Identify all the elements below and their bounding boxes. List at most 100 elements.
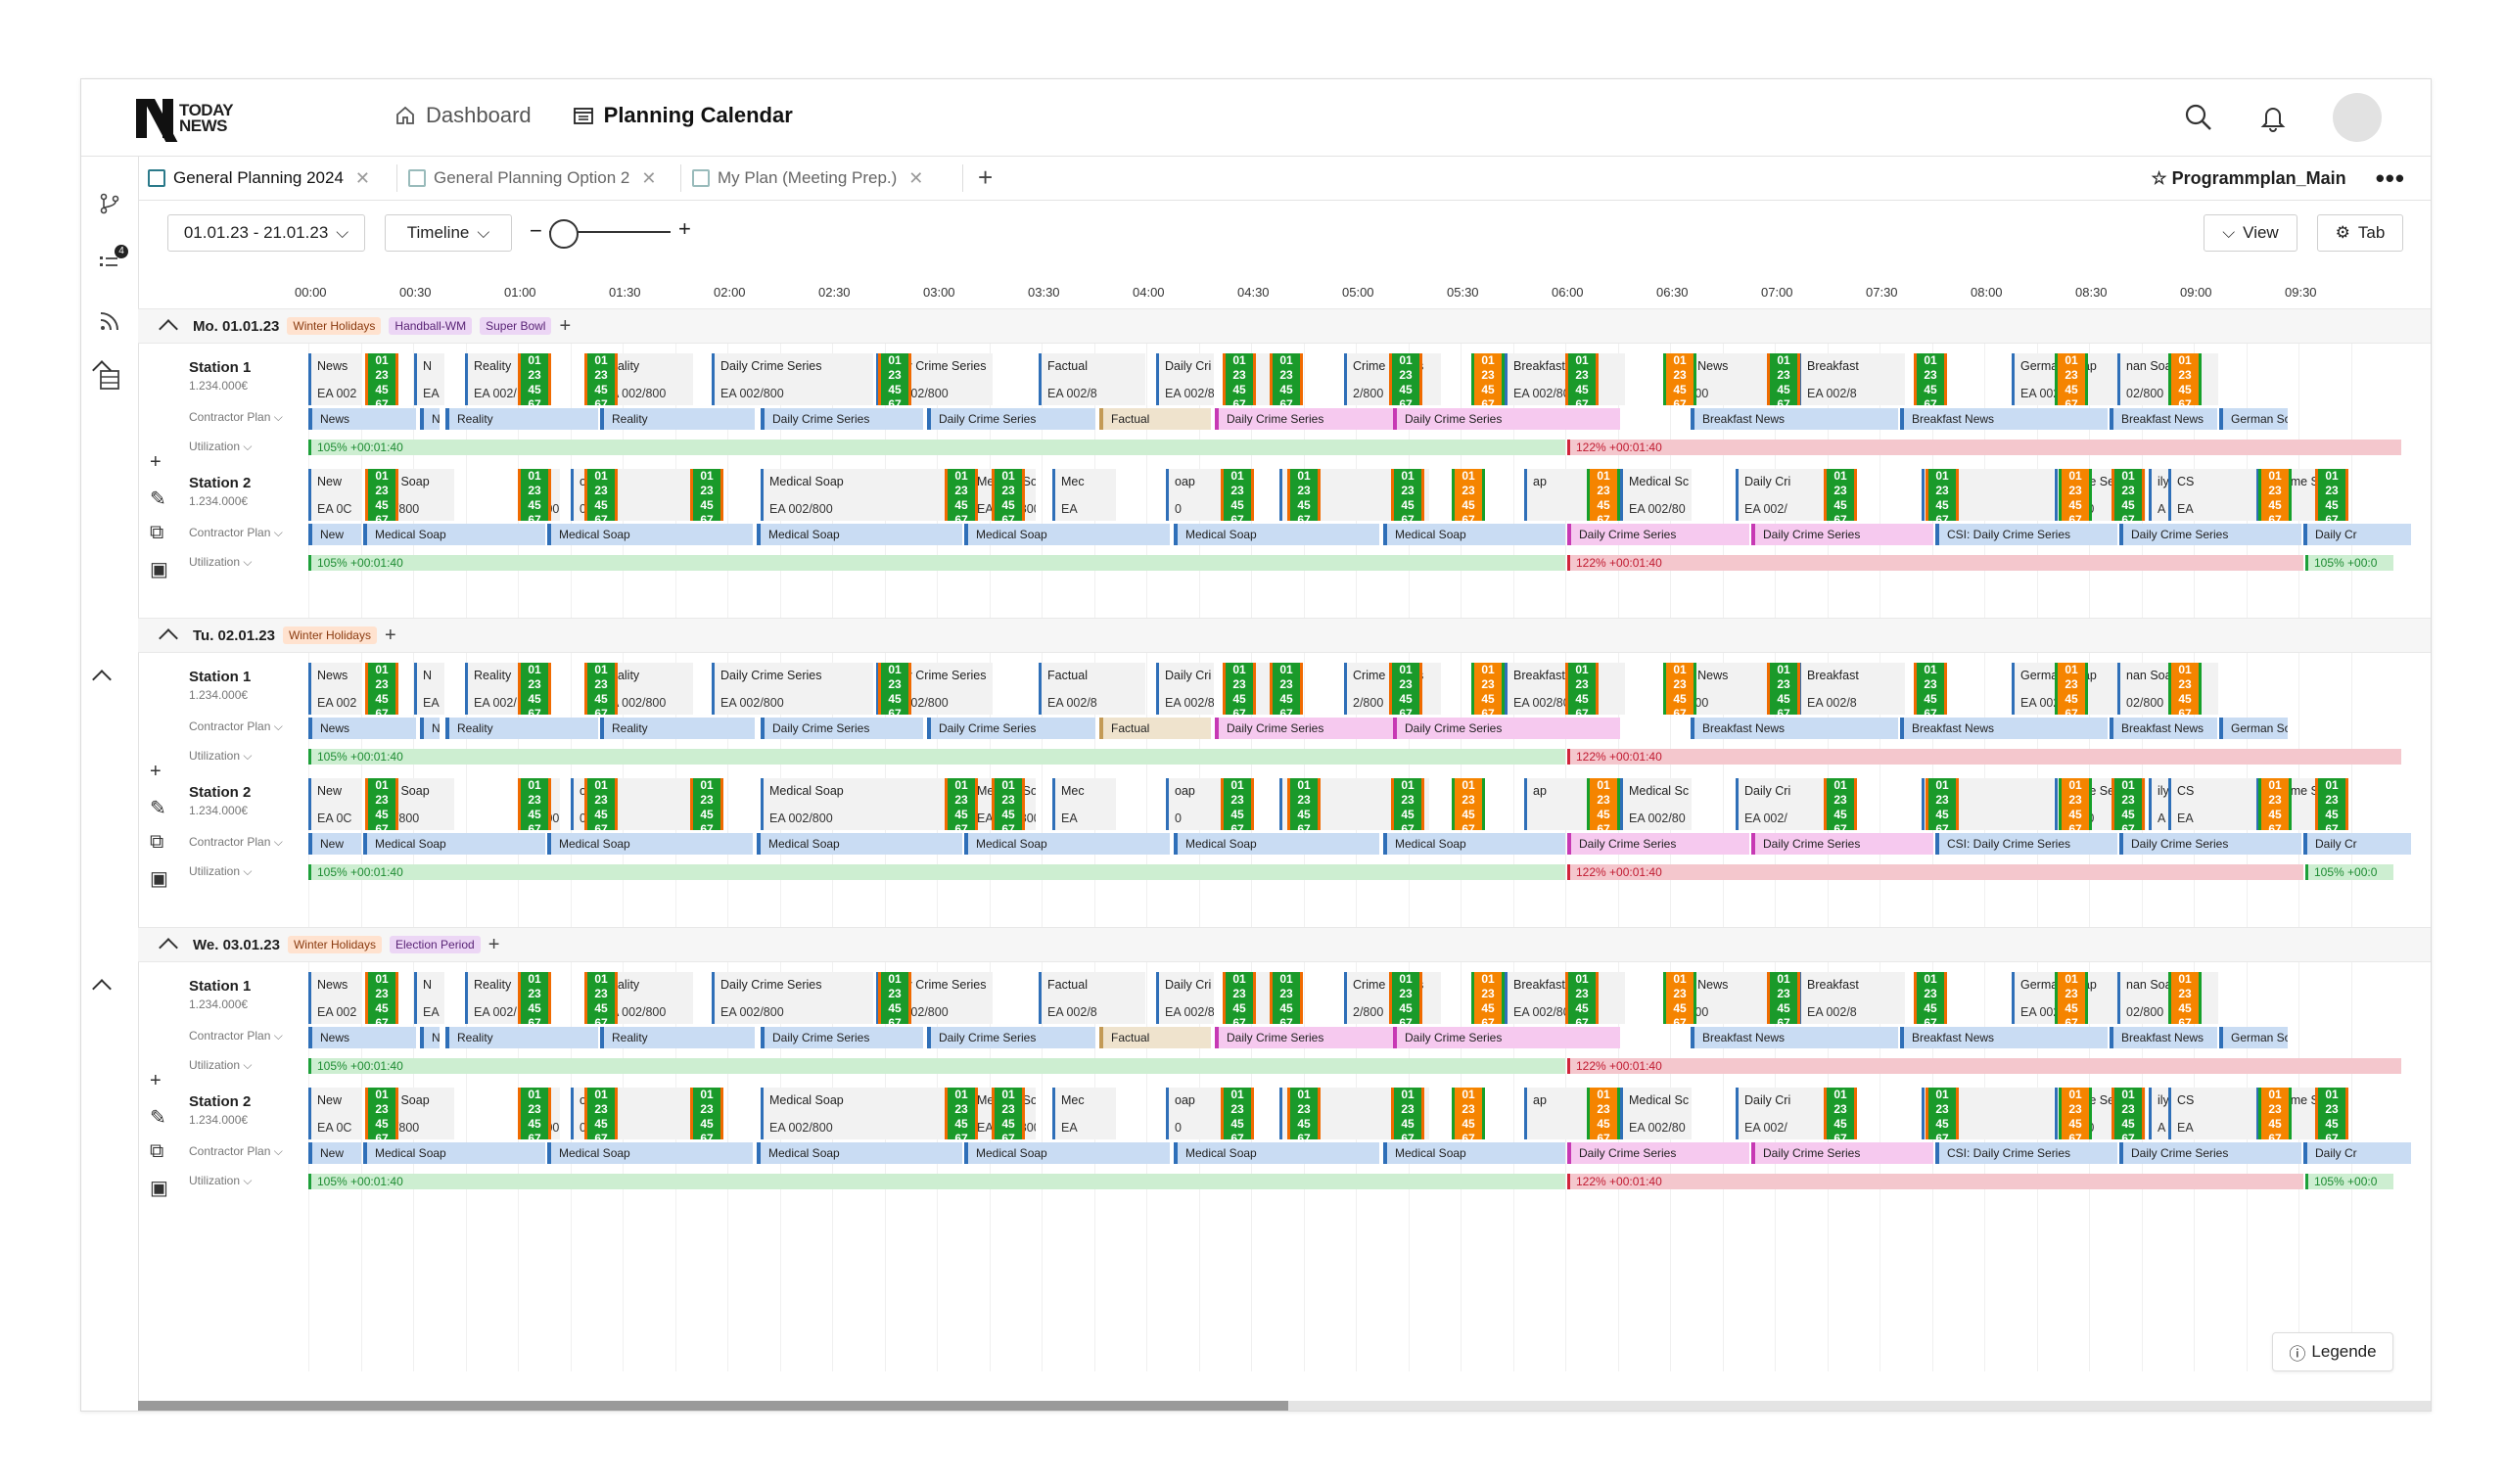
slot-badge[interactable]: 01 23 45 67 — [1389, 663, 1422, 715]
pencil-icon[interactable]: ✎ — [150, 798, 166, 819]
zoom-slider-knob[interactable] — [549, 219, 579, 249]
slot-badge[interactable]: 01 23 45 67 — [1824, 778, 1857, 830]
slot-badge[interactable]: 01 23 45 67 — [584, 663, 618, 715]
contractor-plan-label[interactable]: Contractor Plan ⌵ — [189, 835, 283, 849]
contractor-bar[interactable]: N — [420, 408, 440, 430]
slot-badge[interactable]: 01 23 45 67 — [2112, 778, 2145, 830]
program-block[interactable]: Mec EA — [1052, 1088, 1116, 1139]
pencil-icon[interactable]: ✎ — [150, 488, 166, 510]
slot-badge[interactable]: 01 23 45 67 — [878, 972, 911, 1024]
contractor-bar[interactable]: Daily Crime Series — [1215, 1027, 1393, 1048]
utilization-label[interactable]: Utilization ⌵ — [189, 749, 253, 763]
program-block[interactable]: N EA — [414, 972, 444, 1024]
slot-badge[interactable]: 01 23 45 67 — [1471, 663, 1505, 715]
slot-badge[interactable]: 01 23 45 67 — [2258, 1088, 2292, 1139]
contractor-bar[interactable]: Factual — [1099, 1027, 1211, 1048]
slot-badge[interactable]: 01 23 45 67 — [1270, 353, 1303, 405]
contractor-plan-label[interactable]: Contractor Plan ⌵ — [189, 410, 283, 424]
slot-badge[interactable]: 01 23 45 67 — [1223, 353, 1256, 405]
slot-badge[interactable]: 01 23 45 67 — [2055, 972, 2088, 1024]
slot-badge[interactable]: 01 23 45 67 — [365, 1088, 398, 1139]
contractor-bar[interactable]: N — [420, 1027, 440, 1048]
slot-badge[interactable]: 01 23 45 67 — [1391, 1088, 1424, 1139]
contractor-bar[interactable]: Breakfast News — [1900, 1027, 2108, 1048]
stack-icon[interactable]: ▣ — [150, 868, 168, 890]
slot-badge[interactable]: 01 23 45 67 — [1663, 663, 1696, 715]
contractor-bar[interactable]: CSI: Daily Crime Series — [1935, 524, 2117, 545]
contractor-bar[interactable]: Daily Crime Series — [1751, 524, 1933, 545]
branch-icon[interactable] — [98, 192, 121, 215]
slot-badge[interactable]: 01 23 45 67 — [1452, 469, 1485, 521]
program-block[interactable]: Breakfast EA 002/8 — [1798, 353, 1905, 405]
program-block[interactable]: oap 0 — [1166, 469, 1222, 521]
contractor-bar[interactable]: Reality — [600, 718, 755, 739]
collapse-chevron-icon[interactable] — [159, 938, 178, 957]
slot-badge[interactable]: 01 23 45 67 — [1824, 1088, 1857, 1139]
contractor-bar[interactable]: News — [308, 408, 416, 430]
contractor-bar[interactable]: Daily Crime Series — [927, 408, 1095, 430]
contractor-bar[interactable]: Reality — [600, 1027, 755, 1048]
slot-badge[interactable]: 01 23 45 67 — [518, 778, 551, 830]
slot-badge[interactable]: 01 23 45 67 — [518, 972, 551, 1024]
slot-badge[interactable]: 01 23 45 67 — [365, 663, 398, 715]
contractor-bar[interactable]: Daily Crime Series — [761, 408, 923, 430]
contractor-bar[interactable]: German Soap — [2219, 718, 2288, 739]
contractor-bar[interactable]: Breakfast News — [1900, 408, 2108, 430]
slot-badge[interactable]: 01 23 45 67 — [518, 1088, 551, 1139]
slot-badge[interactable]: 01 23 45 67 — [1391, 469, 1424, 521]
contractor-bar[interactable]: Factual — [1099, 408, 1211, 430]
contractor-bar[interactable]: Daily Crime Series — [1215, 408, 1393, 430]
slot-badge[interactable]: 01 23 45 67 — [2258, 778, 2292, 830]
contractor-bar[interactable]: Daily Crime Series — [1567, 833, 1749, 855]
contractor-bar[interactable]: Daily Crime Series — [2119, 1142, 2301, 1164]
slot-badge[interactable]: 01 23 45 67 — [1914, 353, 1947, 405]
collapse-chevron-icon[interactable] — [159, 628, 178, 648]
slot-badge[interactable]: 01 23 45 67 — [1270, 663, 1303, 715]
contractor-bar[interactable]: N — [420, 718, 440, 739]
contractor-bar[interactable]: Daily Cr — [2303, 1142, 2411, 1164]
task-list-icon[interactable] — [98, 251, 121, 274]
contractor-bar[interactable]: Breakfast News — [1900, 718, 2108, 739]
slot-badge[interactable]: 01 23 45 67 — [584, 972, 618, 1024]
slot-badge[interactable]: 01 23 45 67 — [945, 1088, 978, 1139]
contractor-bar[interactable]: German Soap — [2219, 408, 2288, 430]
slot-badge[interactable]: 01 23 45 67 — [2258, 469, 2292, 521]
contractor-bar[interactable]: Breakfast News — [2110, 718, 2217, 739]
contractor-bar[interactable]: Daily Crime Series — [927, 718, 1095, 739]
slot-badge[interactable]: 01 23 45 67 — [1270, 972, 1303, 1024]
utilization-label[interactable]: Utilization ⌵ — [189, 864, 253, 878]
event-tag[interactable]: Winter Holidays — [282, 626, 377, 644]
program-block[interactable]: Medical Sc EA 002/80 — [1620, 1088, 1692, 1139]
close-icon[interactable]: ✕ — [908, 167, 924, 188]
slot-badge[interactable]: 01 23 45 67 — [1767, 353, 1800, 405]
program-block[interactable]: New EA 0C — [308, 1088, 362, 1139]
event-tag[interactable]: Election Period — [389, 936, 481, 953]
contractor-bar[interactable]: Daily Crime Series — [2119, 524, 2301, 545]
more-icon[interactable]: ••• — [2375, 162, 2405, 193]
slot-badge[interactable]: 01 23 45 67 — [1471, 972, 1505, 1024]
slot-badge[interactable]: 01 23 45 67 — [2315, 778, 2348, 830]
slot-badge[interactable]: 01 23 45 67 — [1565, 663, 1599, 715]
contractor-bar[interactable]: Medical Soap — [547, 1142, 753, 1164]
add-event-button[interactable]: + — [559, 314, 572, 337]
slot-badge[interactable]: 01 23 45 67 — [2168, 353, 2202, 405]
slot-badge[interactable]: 01 23 45 67 — [365, 972, 398, 1024]
contractor-bar[interactable]: Breakfast News — [2110, 408, 2217, 430]
slot-badge[interactable]: 01 23 45 67 — [1663, 353, 1696, 405]
slot-badge[interactable]: 01 23 45 67 — [1452, 778, 1485, 830]
slot-badge[interactable]: 01 23 45 67 — [584, 778, 618, 830]
contractor-bar[interactable]: Medical Soap — [964, 1142, 1170, 1164]
pencil-icon[interactable]: ✎ — [150, 1107, 166, 1129]
program-block[interactable]: Factual EA 002/8 — [1039, 972, 1145, 1024]
slot-badge[interactable]: 01 23 45 67 — [878, 353, 911, 405]
slot-badge[interactable]: 01 23 45 67 — [584, 469, 618, 521]
program-block[interactable]: Daily Cri EA 002/8 — [1156, 663, 1214, 715]
program-block[interactable]: New EA 0C — [308, 778, 362, 830]
program-block[interactable]: Daily Crime Series EA 002/800 — [712, 972, 873, 1024]
contractor-bar[interactable]: German Soap — [2219, 1027, 2288, 1048]
contractor-bar[interactable]: Reality — [445, 408, 598, 430]
slot-badge[interactable]: 01 23 45 67 — [1287, 778, 1321, 830]
slot-badge[interactable]: 01 23 45 67 — [1914, 663, 1947, 715]
contractor-bar[interactable]: Medical Soap — [1174, 1142, 1379, 1164]
slot-badge[interactable]: 01 23 45 67 — [2059, 469, 2092, 521]
